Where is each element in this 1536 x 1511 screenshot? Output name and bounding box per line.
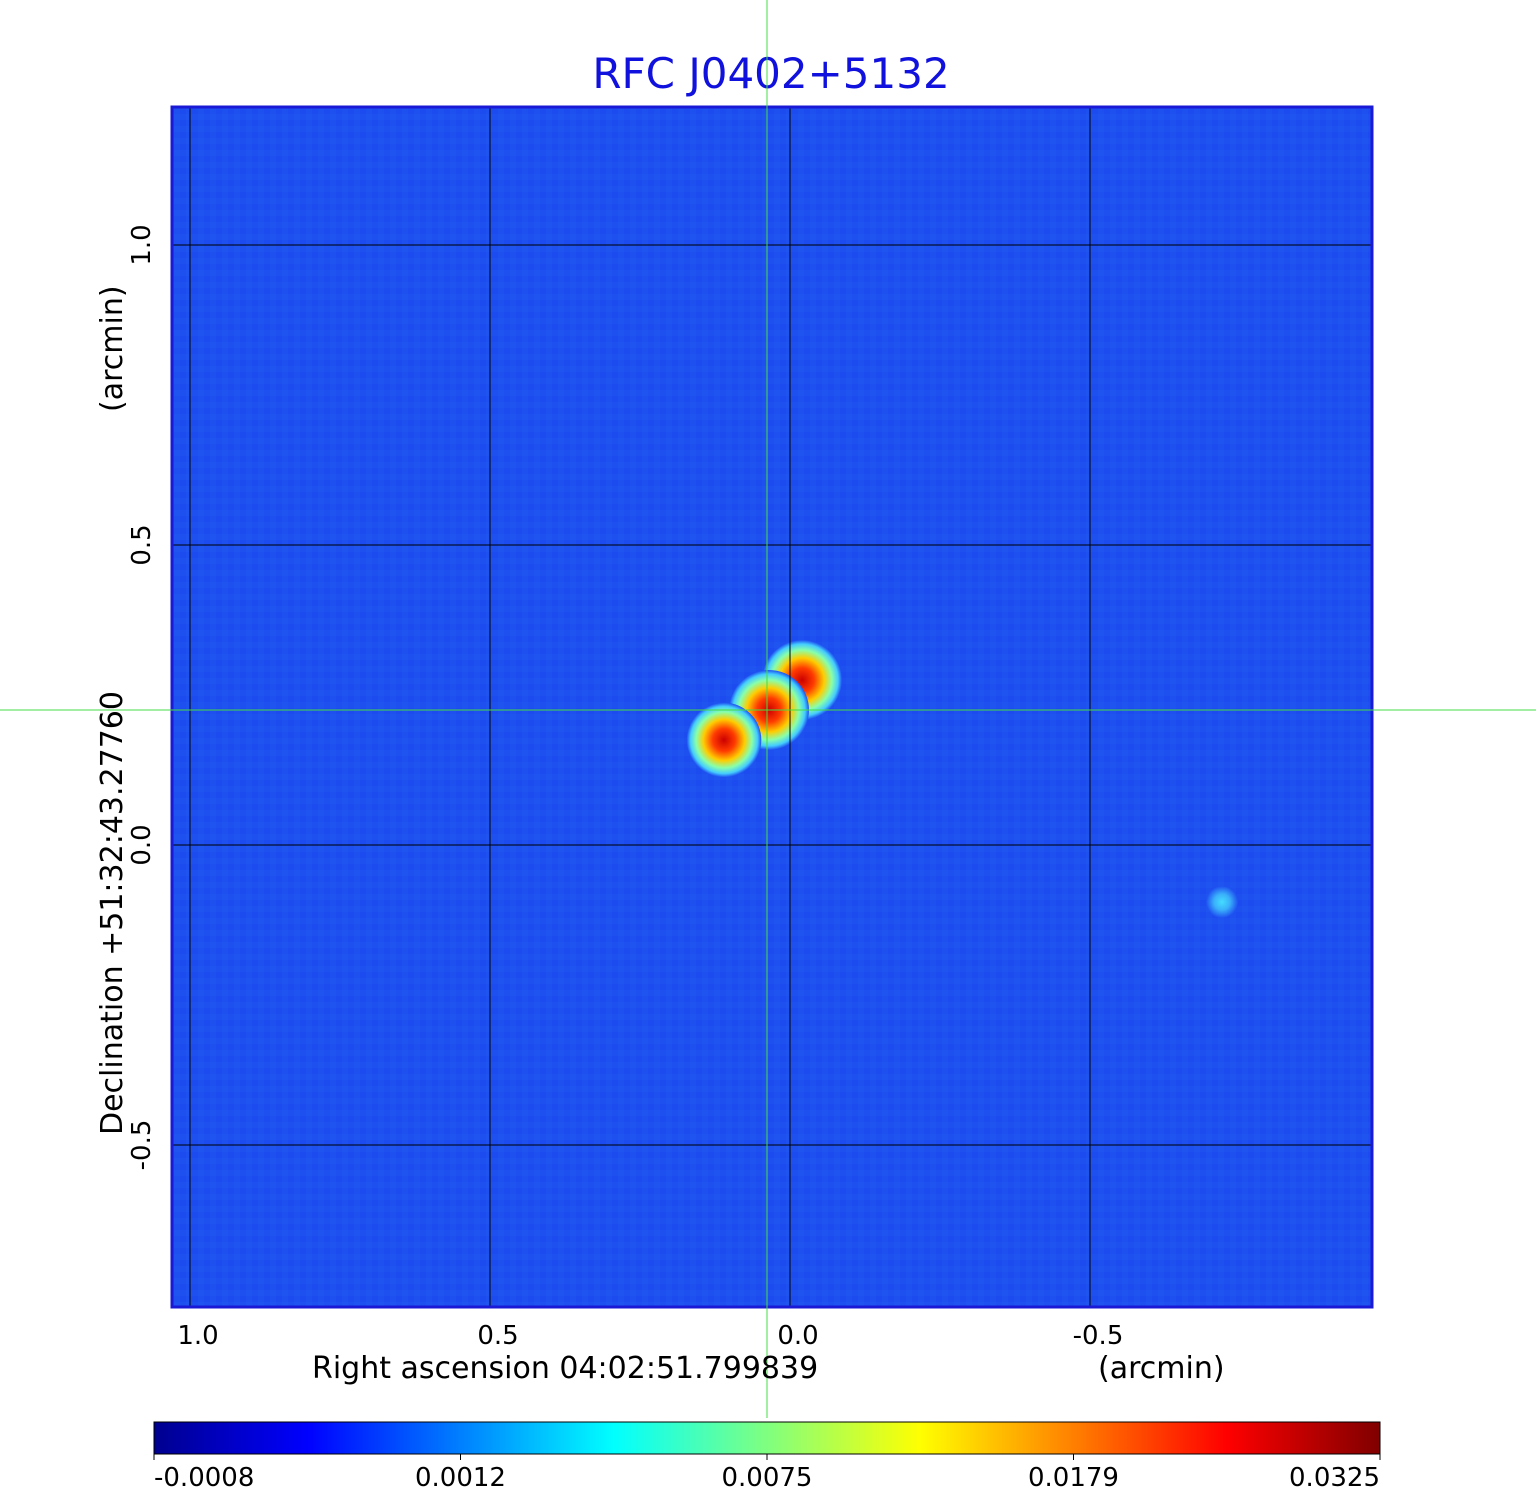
source-component-3 [1206,886,1238,918]
chart-title: RFC J0402+5132 [592,49,949,98]
y-tick-labels: -0.5 0.0 0.5 1.0 [127,224,157,1170]
colorbar-gradient [153,1421,1381,1455]
plot-frame [170,105,1374,1309]
x-tick-label: 0.0 [777,1321,818,1351]
y-axis-label: Declination +51:32:43.27760 [95,691,130,1135]
y-axis-unit: (arcmin) [95,285,130,412]
colorbar: -0.0008 0.0012 0.0075 0.0179 0.0325 [153,1421,1381,1493]
y-tick-label: 0.0 [127,824,157,865]
x-tick-labels: 1.0 0.5 0.0 -0.5 [177,1321,1123,1351]
source-component-2 [686,702,762,778]
colorbar-tick-label: 0.0179 [1028,1463,1119,1493]
colorbar-tick-label: -0.0008 [154,1463,254,1493]
x-tick-label: 0.5 [477,1321,518,1351]
grid-lines [172,107,1372,1307]
y-tick-label: 0.5 [127,524,157,565]
x-tick-label: -0.5 [1073,1321,1124,1351]
x-axis-unit: (arcmin) [1098,1351,1225,1386]
y-tick-label: 1.0 [127,224,157,265]
colorbar-tick-label: 0.0075 [722,1463,813,1493]
y-tick-label: -0.5 [127,1120,157,1171]
x-axis-label: Right ascension 04:02:51.799839 [312,1351,818,1386]
colorbar-tick-label: 0.0325 [1289,1463,1380,1493]
crosshair [0,0,1536,1418]
source-components [686,640,1238,918]
plot-area [170,105,1374,1309]
colorbar-tick-label: 0.0012 [415,1463,506,1493]
colorbar-ticks: -0.0008 0.0012 0.0075 0.0179 0.0325 [153,1454,1381,1493]
x-tick-label: 1.0 [177,1321,218,1351]
